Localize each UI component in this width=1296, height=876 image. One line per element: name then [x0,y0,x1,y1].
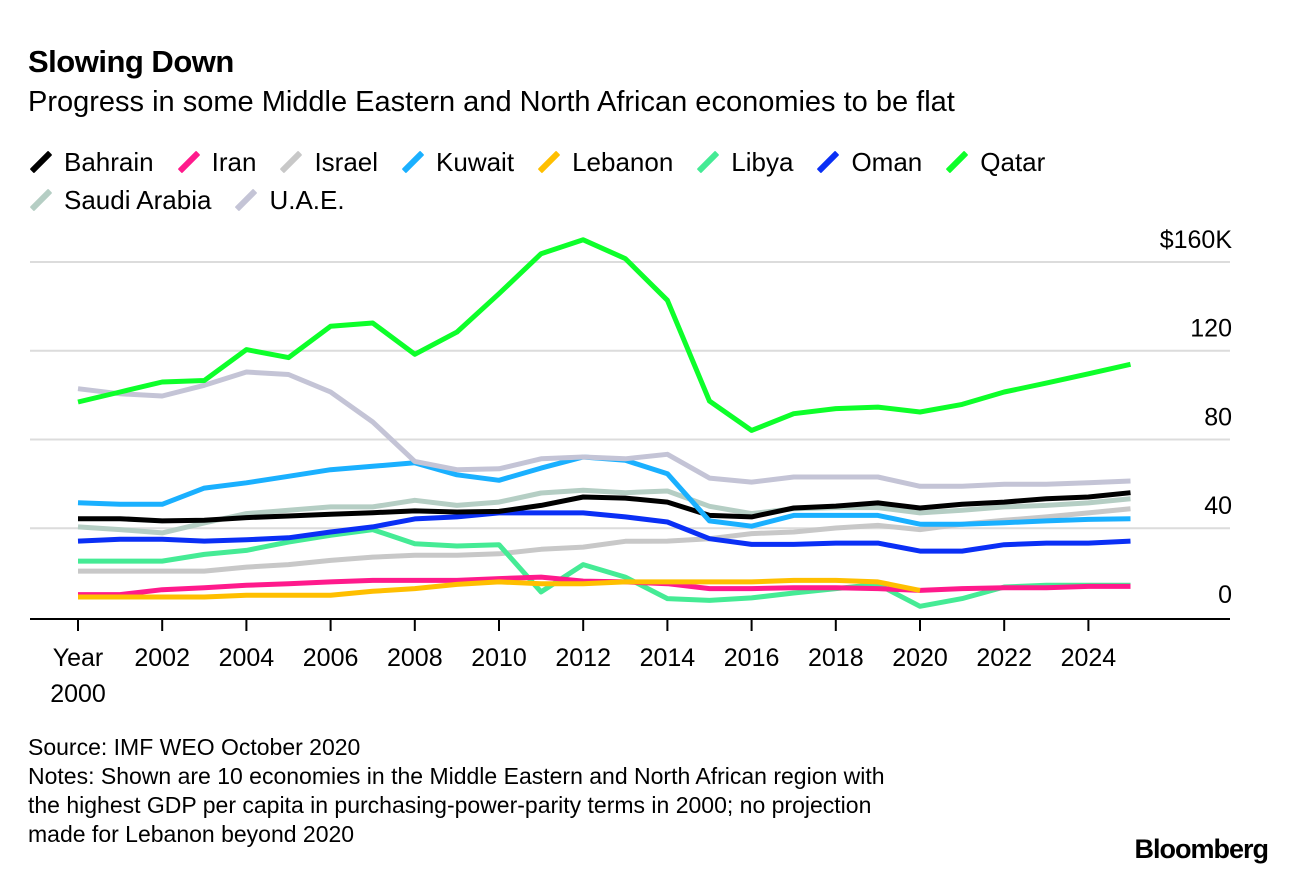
source-text: Source: IMF WEO October 2020 [28,734,361,760]
legend-item: Oman [815,146,922,178]
legend-item: Iran [176,146,257,178]
legend-item: U.A.E. [233,184,345,216]
legend-label: Bahrain [64,146,154,177]
legend-item: Qatar [944,146,1045,178]
x-axis-title: Year [53,644,104,672]
notes-line: Notes: Shown are 10 economies in the Mid… [28,763,885,789]
chart-subtitle: Progress in some Middle Eastern and Nort… [28,86,955,118]
y-tick-label: 0 [1218,581,1232,609]
series-line-iran [78,574,1131,598]
legend-item: Saudi Arabia [28,184,211,216]
y-tick-label: $160K [1160,226,1233,254]
x-tick-label: 2018 [808,644,864,672]
legend-item: Israel [278,146,378,178]
legend-label: U.A.E. [269,184,345,215]
x-tick-label: 2010 [471,644,527,672]
legend-item: Lebanon [536,146,673,178]
x-tick-label: 2000 [50,680,106,708]
legend-label: Iran [211,146,257,177]
x-tick-label: 2022 [976,644,1032,672]
x-tick-label: 2012 [555,644,611,672]
source-notes: Source: IMF WEO October 2020 Notes: Show… [28,733,885,849]
legend-label: Saudi Arabia [64,184,212,215]
series-line-lebanon [78,577,921,600]
x-tick-label: 2024 [1061,644,1117,672]
series-line-u-a-e [77,369,1131,489]
notes-line: the highest GDP per capita in purchasing… [28,792,872,818]
series-line-qatar [77,237,1132,433]
legend-item: Kuwait [400,146,514,178]
x-tick-label: 2008 [387,644,443,672]
legend-label: Oman [851,146,923,177]
notes-line: made for Lebanon beyond 2020 [28,821,355,847]
legend: Bahrain Iran Israel Kuwait Lebanon Libya Oman Q… [28,146,1228,216]
legend-label: Israel [314,146,379,177]
series-line-bahrain [78,490,1131,524]
chart-title: Slowing Down [28,44,234,79]
legend-item: Bahrain [28,146,154,178]
x-tick-label: 2004 [219,644,275,672]
legend-label: Qatar [980,146,1046,177]
series-line-oman [77,510,1131,554]
x-tick-label: 2014 [640,644,696,672]
legend-label: Kuwait [436,146,515,177]
legend-label: Libya [731,146,794,177]
y-tick-label: 40 [1204,492,1232,520]
x-tick-label: 2020 [892,644,948,672]
legend-label: Lebanon [572,146,674,177]
x-tick-label: 2016 [724,644,780,672]
series-line-libya [78,527,1131,609]
legend-item: Libya [695,146,793,178]
y-tick-label: 80 [1204,403,1232,431]
series-line-saudi-arabia [77,487,1131,536]
bloomberg-logo: Bloomberg [1134,834,1269,864]
x-tick-label: 2006 [303,644,359,672]
y-tick-label: 120 [1190,315,1232,343]
x-tick-label: 2002 [134,644,190,672]
